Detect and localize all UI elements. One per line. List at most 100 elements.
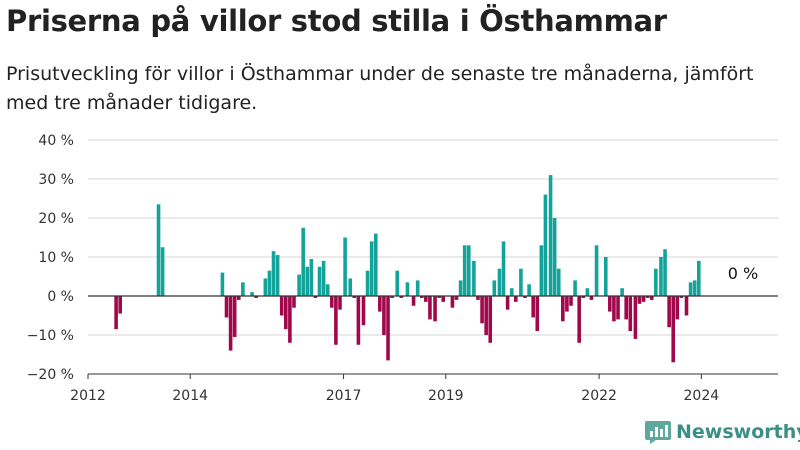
bar: [275, 255, 280, 296]
bar: [325, 284, 330, 296]
bar: [539, 245, 544, 296]
bar: [519, 268, 523, 296]
bar: [466, 245, 471, 296]
bar: [641, 296, 646, 302]
bar: [603, 257, 608, 296]
bar: [415, 280, 420, 296]
bar: [284, 296, 288, 330]
bar: [556, 268, 561, 296]
chart-subtitle: Prisutveckling för villor i Östhammar un…: [6, 63, 754, 114]
bar: [620, 288, 624, 296]
bar: [334, 296, 338, 345]
axes: 40 % 30 % 20 % 10 % 0 % −10 % −20 % 2012 2014 201…: [27, 133, 778, 404]
bar: [450, 296, 455, 308]
bar: [390, 296, 394, 298]
bar: [305, 266, 310, 296]
bar: [301, 227, 305, 296]
bar: [232, 296, 237, 337]
x-tick-label: 2017: [326, 388, 362, 404]
bar: [462, 245, 467, 296]
bar: [509, 288, 514, 296]
bar: [330, 296, 334, 308]
bar: [671, 296, 676, 363]
bar: [250, 292, 254, 296]
bar: [288, 296, 292, 343]
bar: [505, 296, 510, 310]
bar: [633, 296, 638, 339]
bar: [254, 296, 258, 298]
bar: [543, 194, 548, 296]
bar: [437, 296, 441, 298]
bar: [628, 296, 633, 332]
bar: [663, 249, 667, 296]
bar: [535, 296, 540, 332]
bar: [488, 296, 493, 343]
bar: [428, 296, 432, 320]
bar: [228, 296, 233, 351]
bar: [317, 266, 322, 296]
bar: [356, 296, 361, 345]
bar: [514, 296, 518, 302]
x-tick-label: 2024: [684, 388, 720, 404]
bar: [531, 296, 535, 318]
bar: [608, 296, 612, 312]
bar: [612, 296, 616, 322]
bar: [565, 296, 569, 312]
bar: [527, 284, 531, 296]
bar: [684, 296, 689, 316]
bar: [118, 296, 122, 314]
bar: [160, 247, 165, 296]
bar: [279, 296, 284, 316]
y-tick-label: 20 %: [38, 211, 74, 227]
bar: [637, 296, 642, 304]
bar: [382, 296, 386, 335]
bar: [386, 296, 390, 361]
bar: [399, 296, 404, 298]
bar: [263, 278, 268, 296]
bar: [476, 296, 480, 300]
bar: [497, 268, 502, 296]
bar: [667, 296, 671, 328]
y-tick-label: 10 %: [38, 250, 74, 266]
x-tick-label: 2019: [428, 388, 464, 404]
bar: [321, 260, 326, 296]
bar: [594, 245, 599, 296]
bar: [348, 278, 352, 296]
y-tick-label: −10 %: [27, 328, 74, 344]
bar: [480, 296, 484, 324]
bar: [309, 258, 314, 296]
bar: [688, 282, 693, 296]
bar: [156, 204, 161, 296]
bar: [585, 288, 590, 296]
bar: [675, 296, 680, 320]
bar: [271, 251, 276, 296]
bar: [224, 296, 229, 318]
bar: [433, 296, 437, 322]
bar: [458, 280, 463, 296]
bar: [501, 241, 506, 296]
bar: [577, 296, 581, 343]
data-labels: 0 %: [728, 264, 758, 283]
newsworthy-icon: [645, 421, 671, 444]
bar: [313, 296, 318, 298]
newsworthy-logo: Newsworthy: [644, 419, 800, 445]
y-tick-label: 30 %: [38, 172, 74, 188]
bar: [523, 296, 527, 298]
bar: [679, 296, 684, 298]
bar: [573, 280, 577, 296]
bar: [654, 268, 658, 296]
bar: [220, 272, 225, 296]
bar: [338, 296, 342, 310]
bar: [419, 296, 424, 298]
last-value-label: 0 %: [728, 264, 758, 283]
bar: [361, 296, 366, 326]
bar: [297, 274, 301, 296]
bar: [589, 296, 594, 300]
bar: [365, 270, 370, 296]
y-tick-label: −20 %: [27, 367, 74, 383]
bar: [454, 296, 459, 300]
bar: [343, 237, 347, 296]
bar: [561, 296, 565, 322]
x-tick-label: 2012: [70, 388, 106, 404]
